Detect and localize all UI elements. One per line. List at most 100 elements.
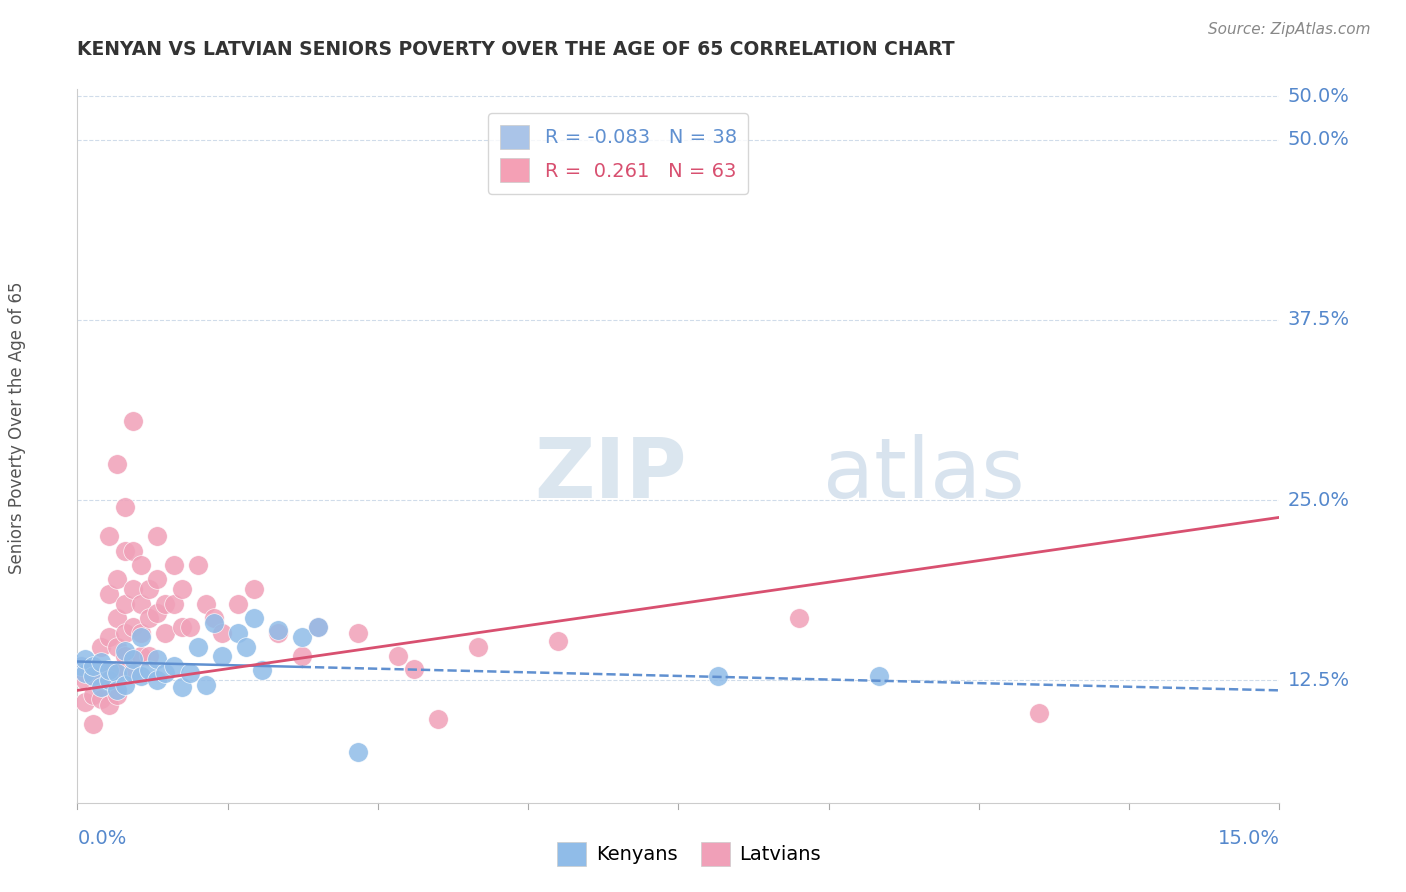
Text: 37.5%: 37.5% (1288, 310, 1350, 329)
Point (82, 716, 104, 731)
Point (90, 681, 112, 695)
Point (467, 640, 489, 654)
Point (131, 630, 153, 644)
Point (107, 663, 129, 677)
Point (146, 673, 169, 688)
Legend: R = -0.083   N = 38, R =  0.261   N = 63: R = -0.083 N = 38, R = 0.261 N = 63 (488, 113, 748, 194)
Point (114, 677, 136, 691)
Point (107, 640, 129, 654)
Text: 15.0%: 15.0% (1218, 829, 1279, 847)
Point (70, 658, 93, 673)
Point (868, 669, 890, 683)
Text: ZIP: ZIP (534, 434, 686, 515)
Point (98, 663, 121, 677)
Point (162, 658, 184, 673)
Point (131, 648, 153, 663)
Point (138, 663, 160, 677)
Point (138, 582, 160, 597)
Point (387, 648, 409, 663)
Point (155, 597, 177, 611)
Point (170, 681, 193, 695)
Point (107, 666, 129, 681)
Point (291, 630, 314, 644)
Point (267, 625, 290, 640)
Point (75, 666, 97, 681)
Point (226, 625, 249, 640)
Point (90, 669, 112, 683)
Point (122, 651, 145, 665)
Point (107, 683, 129, 698)
Point (82, 658, 104, 673)
Text: 0.0%: 0.0% (77, 829, 127, 847)
Point (787, 611, 810, 625)
Point (75, 695, 97, 709)
Point (226, 597, 249, 611)
Text: KENYAN VS LATVIAN SENIORS POVERTY OVER THE AGE OF 65 CORRELATION CHART: KENYAN VS LATVIAN SENIORS POVERTY OVER T… (77, 40, 955, 59)
Point (146, 651, 169, 665)
Point (70, 658, 93, 673)
Point (98, 529, 121, 543)
Point (146, 529, 169, 543)
Point (427, 712, 450, 726)
Point (307, 620, 329, 634)
Point (122, 543, 145, 558)
Point (146, 606, 169, 620)
Point (114, 543, 136, 558)
Point (98, 673, 121, 688)
Point (98, 666, 121, 681)
Point (114, 644, 136, 658)
Point (186, 640, 209, 654)
Point (155, 625, 177, 640)
Point (114, 500, 136, 515)
Point (242, 611, 264, 625)
Point (138, 648, 160, 663)
Point (307, 620, 329, 634)
Point (211, 625, 233, 640)
Point (242, 582, 264, 597)
Point (186, 558, 209, 572)
Point (98, 698, 121, 712)
Point (211, 648, 233, 663)
Text: 25.0%: 25.0% (1288, 491, 1350, 509)
Point (291, 648, 314, 663)
Point (90, 692, 112, 706)
Point (235, 640, 257, 654)
Point (75, 673, 97, 688)
Point (107, 688, 129, 702)
Point (267, 623, 290, 637)
Point (547, 634, 569, 648)
Point (402, 662, 425, 676)
Point (98, 587, 121, 601)
Point (194, 677, 217, 691)
Point (82, 669, 104, 683)
Point (122, 414, 145, 428)
Point (107, 611, 129, 625)
Point (131, 625, 153, 640)
Point (155, 666, 177, 681)
Point (1028, 706, 1050, 721)
Point (179, 620, 201, 634)
Point (75, 651, 97, 665)
Point (107, 457, 129, 471)
Text: 50.0%: 50.0% (1288, 130, 1350, 149)
Legend: Kenyans, Latvians: Kenyans, Latvians (548, 834, 830, 873)
Text: 50.0%: 50.0% (1288, 87, 1350, 106)
Point (107, 572, 129, 586)
Point (131, 669, 153, 683)
Point (194, 597, 217, 611)
Point (90, 655, 112, 669)
Point (114, 625, 136, 640)
Text: Seniors Poverty Over the Age of 65: Seniors Poverty Over the Age of 65 (8, 282, 25, 574)
Point (114, 648, 136, 663)
Point (138, 611, 160, 625)
Point (122, 582, 145, 597)
Point (250, 663, 273, 677)
Point (347, 745, 370, 759)
Point (82, 688, 104, 702)
Point (202, 615, 225, 630)
Point (122, 663, 145, 677)
Text: Source: ZipAtlas.com: Source: ZipAtlas.com (1208, 22, 1371, 37)
Text: 12.5%: 12.5% (1288, 671, 1350, 690)
Point (162, 558, 184, 572)
Point (131, 558, 153, 572)
